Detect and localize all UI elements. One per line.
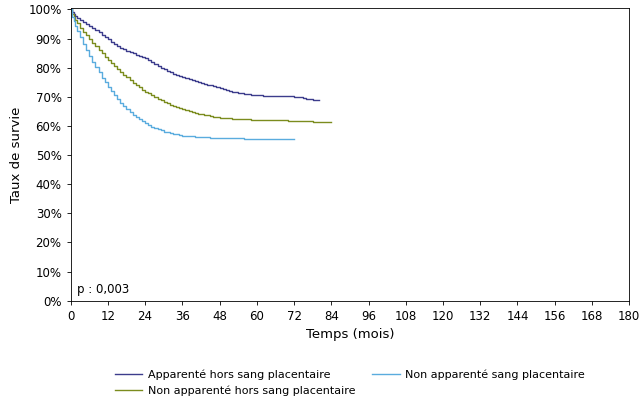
Non apparenté sang placentaire xyxy=(113,97,121,101)
Non apparenté sang placentaire xyxy=(150,126,159,130)
Line: Non apparenté sang placentaire: Non apparenté sang placentaire xyxy=(71,10,294,139)
Legend: Apparenté hors sang placentaire, Non apparenté hors sang placentaire, Non appare: Apparenté hors sang placentaire, Non app… xyxy=(110,365,589,400)
Apparenté hors sang placentaire xyxy=(315,98,323,103)
Text: p : 0,003: p : 0,003 xyxy=(77,283,129,296)
Non apparenté sang placentaire xyxy=(194,135,202,140)
Non apparenté sang placentaire xyxy=(157,128,164,133)
Non apparenté hors sang placentaire xyxy=(265,118,273,123)
Apparenté hors sang placentaire xyxy=(76,17,83,22)
Non apparenté sang placentaire xyxy=(290,136,298,141)
Apparenté hors sang placentaire xyxy=(213,85,220,90)
Non apparenté sang placentaire xyxy=(259,136,267,141)
Apparenté hors sang placentaire xyxy=(259,93,267,98)
Non apparenté sang placentaire xyxy=(119,103,127,108)
Apparenté hors sang placentaire xyxy=(67,7,74,12)
Non apparenté hors sang placentaire xyxy=(259,118,267,123)
Non apparenté sang placentaire xyxy=(284,136,291,141)
X-axis label: Temps (mois): Temps (mois) xyxy=(306,328,394,341)
Non apparenté hors sang placentaire xyxy=(327,120,335,125)
Apparenté hors sang placentaire xyxy=(243,92,251,97)
Line: Apparenté hors sang placentaire: Apparenté hors sang placentaire xyxy=(71,10,319,100)
Non apparenté hors sang placentaire xyxy=(178,107,186,112)
Non apparenté hors sang placentaire xyxy=(89,41,96,45)
Apparenté hors sang placentaire xyxy=(98,32,105,37)
Non apparenté hors sang placentaire xyxy=(321,120,329,125)
Non apparenté sang placentaire xyxy=(67,7,74,12)
Y-axis label: Taux de survie: Taux de survie xyxy=(10,106,22,203)
Non apparenté hors sang placentaire xyxy=(67,7,74,12)
Non apparenté hors sang placentaire xyxy=(126,77,134,82)
Non apparenté hors sang placentaire xyxy=(110,64,118,69)
Line: Non apparenté hors sang placentaire: Non apparenté hors sang placentaire xyxy=(71,10,331,122)
Apparenté hors sang placentaire xyxy=(113,43,121,48)
